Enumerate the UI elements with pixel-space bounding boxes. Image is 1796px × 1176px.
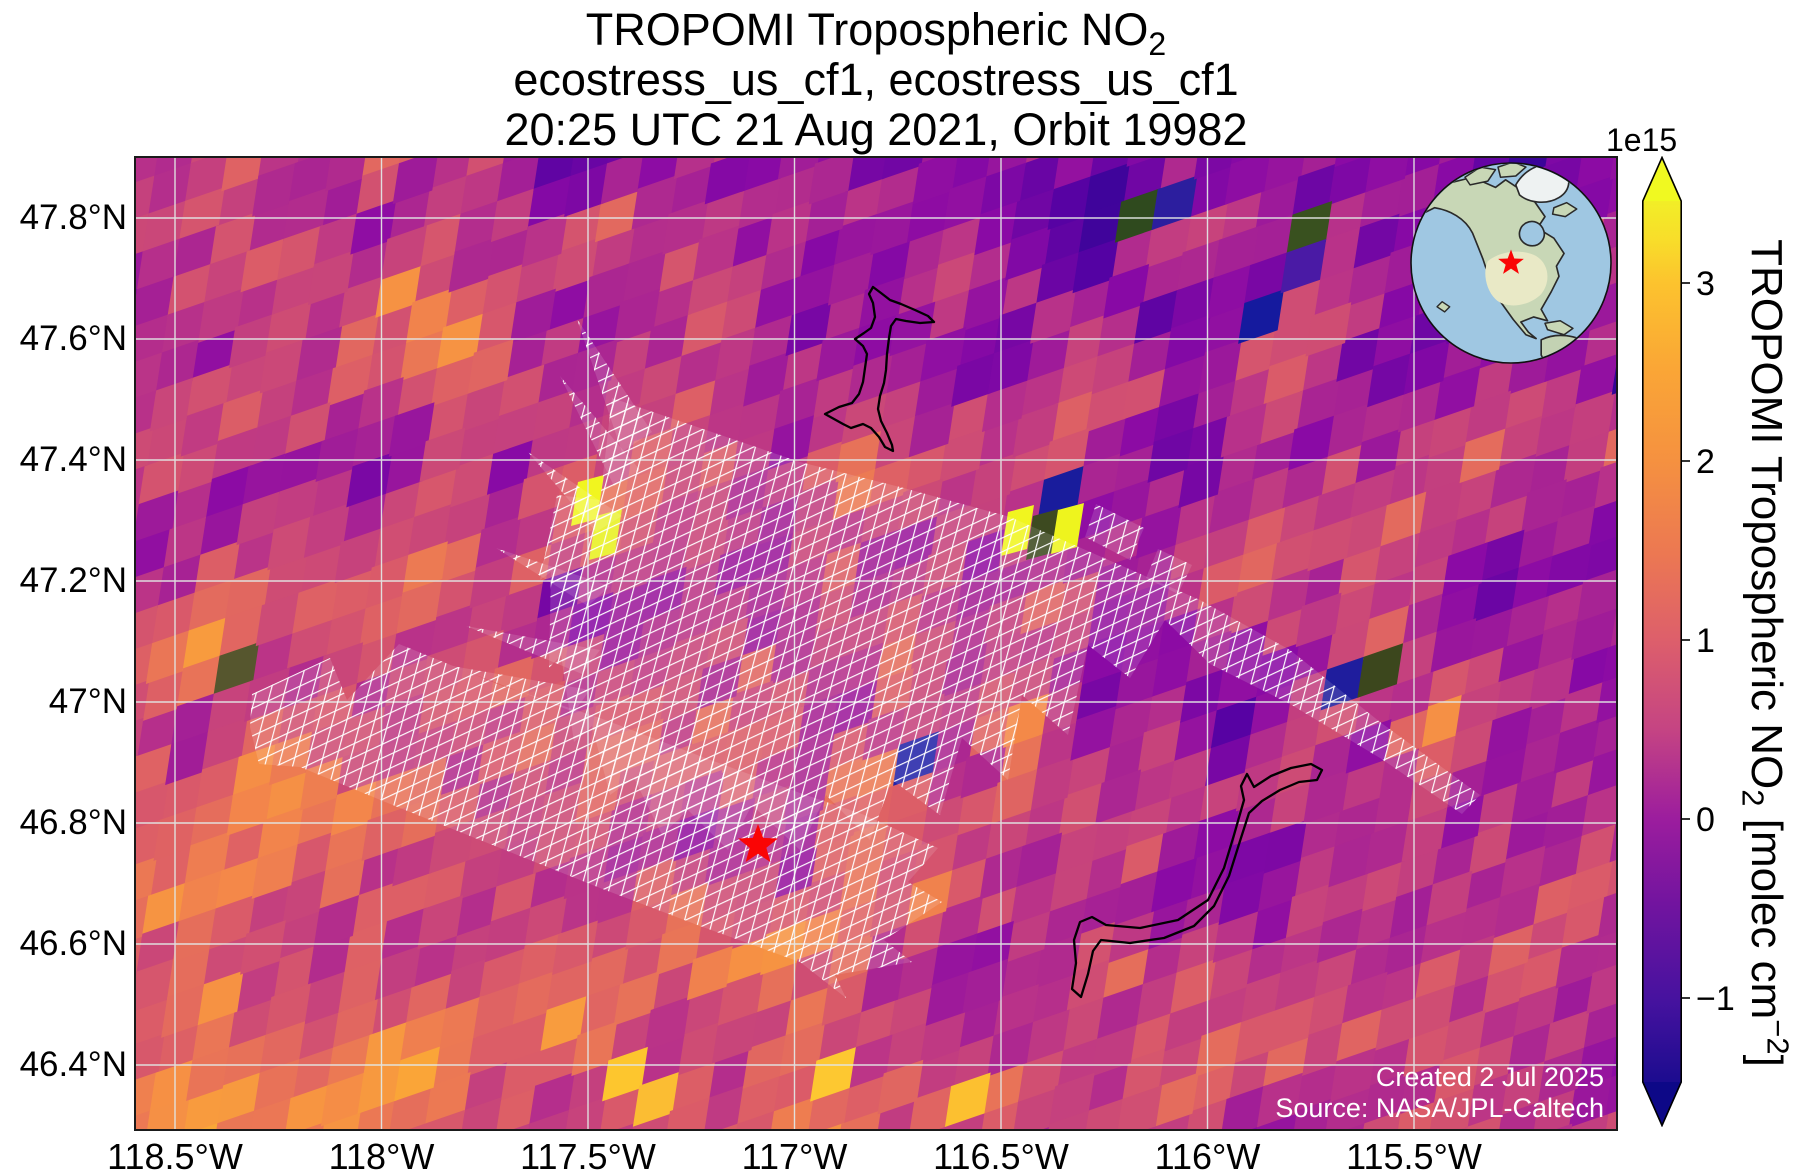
- svg-text:−1: −1: [1696, 980, 1735, 1018]
- svg-text:1: 1: [1696, 622, 1715, 660]
- svg-text:Created 2 Jul 2025: Created 2 Jul 2025: [1376, 1062, 1604, 1092]
- svg-text:3: 3: [1696, 265, 1715, 303]
- svg-text:2: 2: [1696, 443, 1715, 481]
- svg-text:Source: NASA/JPL-Caltech: Source: NASA/JPL-Caltech: [1275, 1093, 1604, 1123]
- svg-text:0: 0: [1696, 801, 1715, 839]
